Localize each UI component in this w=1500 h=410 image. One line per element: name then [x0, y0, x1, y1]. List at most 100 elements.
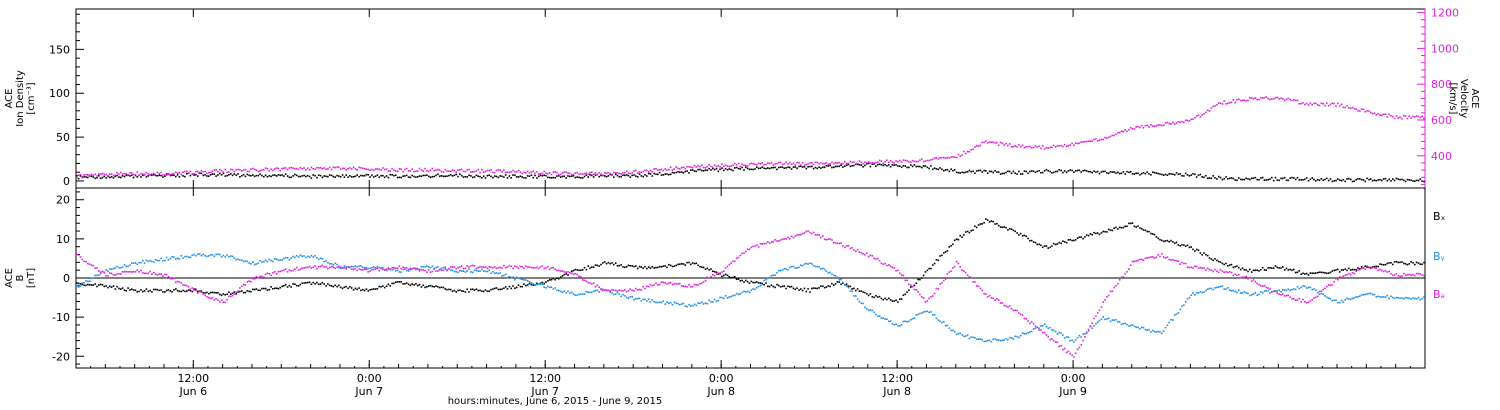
b-series-point	[543, 282, 545, 285]
b-series-point	[1029, 239, 1031, 242]
b-series-point	[90, 284, 93, 286]
b-series-point	[250, 280, 252, 283]
b-series-point	[686, 286, 688, 288]
velocity-series-point	[547, 172, 549, 175]
density-series-point	[356, 174, 358, 176]
b-series-point	[902, 320, 905, 323]
density-series-point	[1327, 179, 1330, 182]
velocity-series-point	[735, 164, 738, 166]
density-series-point	[1076, 169, 1079, 172]
density-series-point	[275, 175, 278, 177]
density-series-point	[257, 174, 260, 177]
density-series-point	[668, 173, 670, 176]
b-series-point	[1368, 292, 1370, 295]
b-series-point	[162, 291, 164, 293]
b-series-point	[679, 282, 681, 285]
legend-entry: Bᵧ	[1433, 250, 1445, 263]
density-series-point	[1243, 178, 1246, 181]
density-series-point	[189, 174, 192, 177]
density-series-point	[132, 176, 135, 179]
b-series-point	[493, 266, 496, 268]
b-series-point	[574, 272, 577, 275]
density-series-point	[470, 175, 472, 177]
velocity-series-point	[164, 174, 166, 176]
b-series-point	[424, 286, 426, 289]
velocity-series-point	[1155, 125, 1158, 127]
b-series-point	[886, 318, 888, 321]
b-series-point	[1010, 228, 1013, 230]
b-series-point	[688, 284, 690, 286]
density-series-point	[325, 175, 327, 178]
density-series-point	[1201, 176, 1203, 178]
b-series-point	[966, 230, 969, 233]
velocity-series-point	[814, 161, 817, 164]
density-series-point	[1219, 176, 1222, 179]
x-tick-date: Jun 7	[530, 385, 559, 398]
b-series-point	[943, 321, 945, 323]
density-series-point	[266, 176, 269, 178]
b-series-point	[241, 259, 243, 261]
density-series-point	[1179, 173, 1181, 175]
velocity-series-point	[779, 161, 782, 164]
density-series-point	[792, 166, 795, 168]
density-series-point	[801, 166, 804, 168]
b-series-point	[1417, 262, 1420, 264]
density-series-point	[853, 164, 855, 167]
density-series-point	[286, 175, 289, 177]
b-series-point	[121, 266, 124, 268]
b-series-point	[624, 295, 626, 297]
b-series-point	[336, 266, 338, 269]
density-series-point	[1150, 174, 1152, 176]
velocity-series-point	[1183, 121, 1185, 124]
b-series-point	[877, 296, 879, 298]
density-series-point	[583, 175, 586, 178]
b-series-point	[327, 267, 329, 270]
b-series-point	[1331, 283, 1334, 286]
b-series-point	[772, 240, 775, 243]
b-series-point	[640, 266, 643, 268]
velocity-series-point	[910, 161, 912, 163]
b-series-point	[840, 278, 842, 281]
density-series-point	[444, 175, 446, 178]
density-series-point	[512, 174, 514, 176]
b-series-point	[565, 271, 567, 273]
b-series-point	[825, 238, 828, 241]
b-series-point	[1375, 267, 1378, 270]
b-series-point	[1406, 274, 1409, 276]
density-series-point	[732, 169, 734, 172]
b-series-point	[365, 267, 368, 269]
b-series-point	[1421, 274, 1423, 276]
b-series-point	[167, 289, 170, 291]
b-series-point	[429, 284, 432, 287]
density-series-point	[215, 175, 217, 177]
density-series-point	[145, 176, 148, 178]
b-series-point	[1346, 297, 1348, 300]
b-series-point	[1335, 299, 1337, 301]
density-series-point	[781, 166, 784, 169]
b-series-point	[312, 266, 314, 268]
b-series-point	[252, 277, 254, 280]
velocity-series-point	[756, 164, 758, 166]
density-series-point	[244, 175, 247, 178]
velocity-series-point	[1003, 144, 1005, 146]
density-series-point	[624, 174, 626, 177]
density-series-point	[924, 165, 927, 167]
velocity-series-point	[226, 171, 228, 174]
velocity-series-point	[301, 167, 303, 170]
density-series-point	[1221, 178, 1224, 181]
b-series-point	[1206, 288, 1209, 290]
velocity-series-point	[748, 163, 751, 166]
b-series-point	[1054, 341, 1057, 343]
b-series-point	[649, 301, 652, 303]
b-series-point	[259, 275, 261, 278]
velocity-series-point	[187, 172, 190, 174]
velocity-series-point	[1404, 115, 1407, 117]
b-series-point	[228, 291, 230, 293]
b-series-point	[996, 222, 998, 225]
b-series-point	[572, 273, 575, 276]
velocity-series-point	[125, 173, 128, 175]
b-series-point	[792, 236, 795, 239]
b-series-point	[1018, 336, 1020, 339]
density-series-point	[435, 174, 437, 177]
density-series-point	[1098, 172, 1101, 175]
